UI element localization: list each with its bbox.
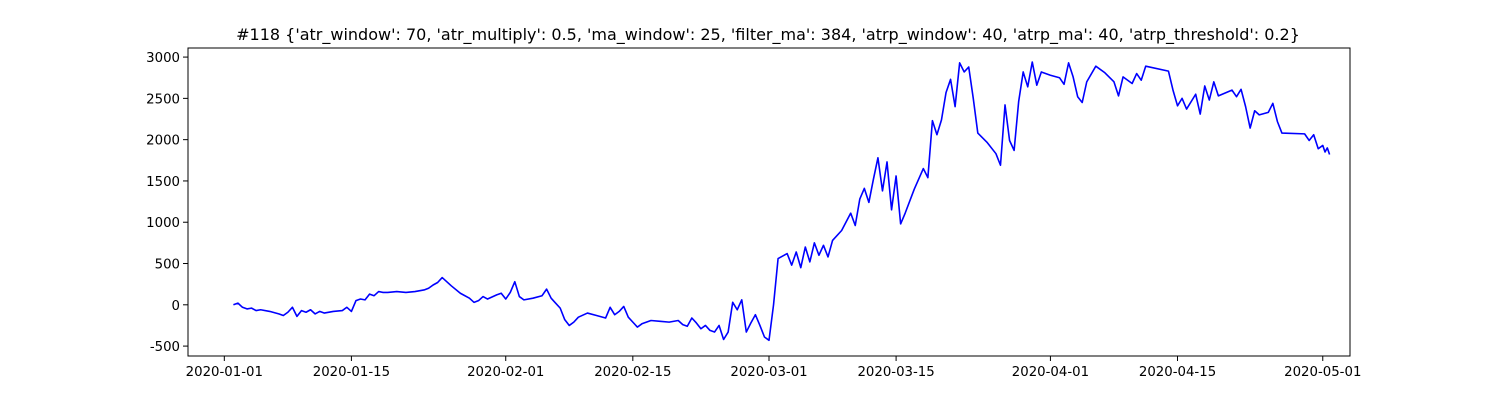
x-tick-label: 2020-04-15 [1139, 365, 1216, 380]
x-tick-label: 2020-02-15 [594, 365, 671, 380]
y-tick-label: 500 [155, 258, 180, 273]
y-tick-label: 0 [172, 299, 180, 314]
plot-area: 2020-01-01 2020-01-15 2020-02-01 2020-02-15… [146, 47, 1361, 380]
x-tick-label: 2020-02-01 [467, 365, 544, 380]
x-tick-label: 2020-03-15 [857, 365, 934, 380]
x-tick-label: 2020-05-01 [1284, 365, 1361, 380]
x-tick-label: 2020-01-01 [186, 365, 263, 380]
y-tick-label: 3000 [146, 51, 180, 66]
y-tick-label: 2000 [146, 134, 180, 149]
y-tick-label: -500 [150, 340, 180, 355]
x-tick-label: 2020-03-01 [730, 365, 807, 380]
y-tick-label: 1500 [146, 175, 180, 190]
series-line [233, 61, 1331, 342]
y-tick-label: 1000 [146, 216, 180, 231]
x-tick-label: 2020-04-01 [1012, 365, 1089, 380]
y-tick-label: 2500 [146, 92, 180, 107]
plot-frame [187, 47, 1351, 357]
x-tick-label: 2020-01-15 [313, 365, 390, 380]
chart-title: #118 {'atr_window': 70, 'atr_multiply': … [236, 25, 1300, 45]
